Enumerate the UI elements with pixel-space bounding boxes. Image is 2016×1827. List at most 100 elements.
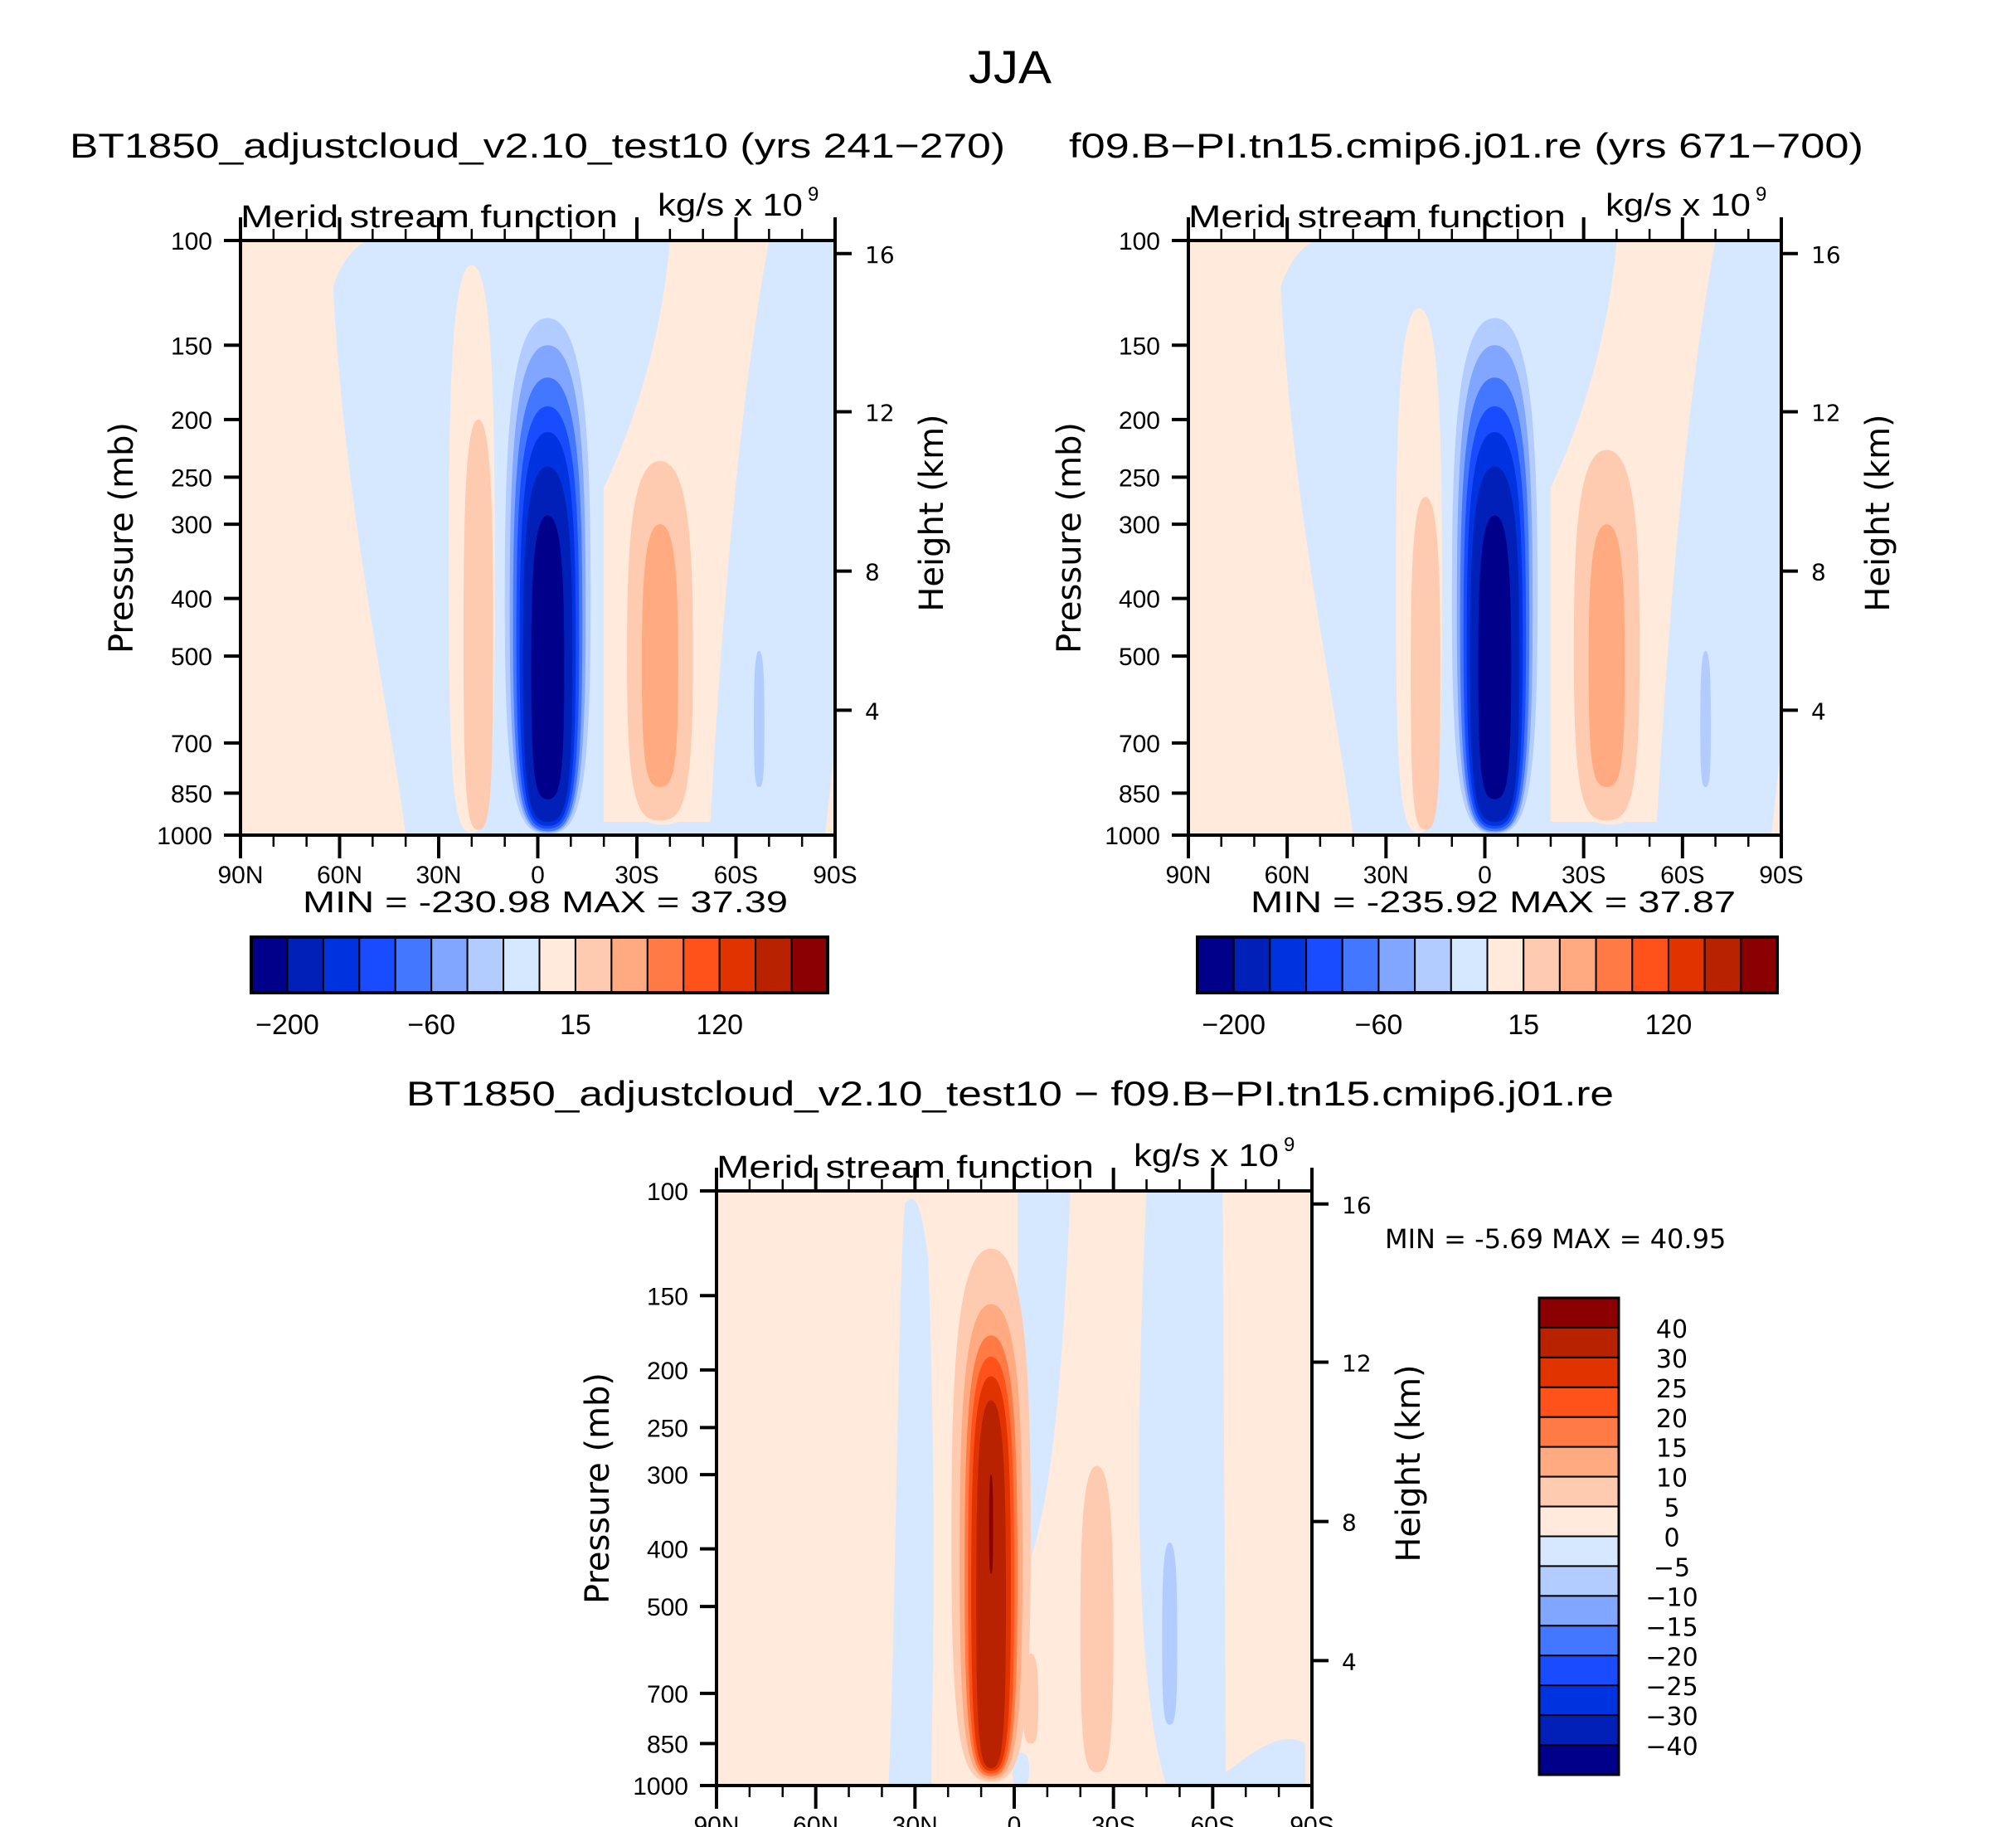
colorbar-swatch xyxy=(1341,936,1380,994)
colorbar-swatch xyxy=(538,936,576,994)
y-tick-label: 850 xyxy=(1119,780,1160,808)
colorbar-label: 15 xyxy=(1508,1009,1539,1041)
y-tick-label: 300 xyxy=(1119,512,1160,539)
y-tick-label: 150 xyxy=(1119,333,1160,360)
colorbar-frame xyxy=(1196,935,1779,994)
y-tick-label: 150 xyxy=(171,333,212,360)
contour-fill-neg-small xyxy=(754,650,765,787)
colorbar-frame xyxy=(1538,1296,1620,1776)
plot-units-exponent: 9 xyxy=(1284,1134,1295,1156)
y-axis-label: Pressure (mb) xyxy=(1051,422,1089,654)
contour-fill-neg-small xyxy=(1162,1542,1178,1725)
contour-fill-pos xyxy=(463,419,493,830)
colorbar: −200 −60 15 120 xyxy=(250,935,829,1041)
x-tick-label: 90S xyxy=(1290,1812,1333,1827)
x-tick-label: 60S xyxy=(1660,862,1704,889)
y-tick-label: 500 xyxy=(1119,644,1160,671)
y-right-tick-label: 8 xyxy=(1342,1509,1357,1537)
y-tick-label: 100 xyxy=(1119,228,1160,255)
colorbar-frame xyxy=(250,935,829,994)
x-tick-label: 0 xyxy=(531,862,545,889)
colorbar-label: 15 xyxy=(560,1009,591,1041)
x-tick-label: 60N xyxy=(317,862,362,889)
colorbar-swatch xyxy=(1631,936,1669,994)
colorbar-swatch xyxy=(683,936,721,994)
contour-field xyxy=(1188,241,1781,835)
min-max-stats: MIN = -5.69 MAX = 40.95 xyxy=(1385,1223,1726,1255)
plot-subtitle-left: Merid stream function xyxy=(240,200,618,235)
colorbar-label: 15 xyxy=(1656,1435,1688,1464)
figure-title: JJA xyxy=(969,41,1052,93)
colorbar-swatch xyxy=(1305,936,1343,994)
colorbar-label: −5 xyxy=(1654,1553,1690,1582)
y-tick-label: 1000 xyxy=(633,1773,688,1800)
y-axis-right-label: Height (km) xyxy=(913,414,951,611)
colorbar-swatch xyxy=(1523,936,1561,994)
contour-fill-neg-light xyxy=(1017,1191,1071,1580)
colorbar-swatch xyxy=(1538,1475,1620,1508)
contour-fill-pos-level-5 xyxy=(976,1400,1007,1769)
colorbar-swatch xyxy=(466,936,505,994)
contour-fill-pos-mid xyxy=(1588,524,1625,787)
colorbar-swatch xyxy=(790,936,828,994)
colorbar: −200 −60 15 120 xyxy=(1196,935,1779,1041)
colorbar-swatch xyxy=(574,936,613,994)
y-tick-label: 250 xyxy=(171,464,212,492)
y-tick-label: 850 xyxy=(647,1731,688,1758)
colorbar-label: 120 xyxy=(696,1009,743,1041)
colorbar-swatch xyxy=(503,936,541,994)
contour-field xyxy=(240,241,835,835)
plot-units: kg/s x 10 xyxy=(1606,188,1751,223)
min-max-text: MIN = -235.92 MAX = 37.87 xyxy=(1251,885,1736,919)
x-tick-label: 30N xyxy=(1363,862,1409,889)
contour-fill-pos-mid xyxy=(641,524,678,787)
y-right-tick-label: 4 xyxy=(1811,697,1826,725)
y-right-tick-label: 4 xyxy=(1342,1648,1357,1675)
y-tick-label: 850 xyxy=(171,780,212,808)
x-tick-label: 30S xyxy=(1562,862,1606,889)
colorbar-label: −200 xyxy=(1202,1009,1265,1041)
colorbar-label: 40 xyxy=(1656,1315,1688,1344)
colorbar-label: −10 xyxy=(1645,1583,1698,1612)
plot-subtitle-left: Merid stream function xyxy=(1188,200,1566,235)
colorbar-swatch xyxy=(610,936,649,994)
colorbar-swatch xyxy=(755,936,793,994)
y-tick-label: 1000 xyxy=(1105,823,1160,850)
colorbar-swatch xyxy=(1377,936,1416,994)
y-tick-label: 400 xyxy=(171,586,212,614)
y-axis-right-label: Height (km) xyxy=(1390,1364,1428,1562)
y-right-tick-label: 16 xyxy=(1811,241,1841,269)
x-tick-label: 30N xyxy=(415,862,461,889)
x-tick-label: 90N xyxy=(217,862,263,889)
colorbar-swatch xyxy=(1538,1655,1620,1687)
x-tick-label: 60S xyxy=(1191,1812,1235,1827)
panel-a: Merid stream function kg/s x 10 9 90N 60N 30N… xyxy=(103,183,951,1041)
colorbar-swatch xyxy=(430,936,469,994)
colorbar-swatch xyxy=(1538,1505,1620,1538)
contour-fill-neg-light xyxy=(1656,241,1781,835)
x-tick-label: 30N xyxy=(892,1812,938,1827)
x-tick-label: 0 xyxy=(1008,1812,1022,1827)
contour-fill-neg-level-7 xyxy=(531,515,565,799)
colorbar-label: −20 xyxy=(1645,1643,1698,1672)
x-tick-label: 90S xyxy=(1759,862,1803,889)
y-tick-label: 100 xyxy=(647,1178,688,1206)
y-tick-label: 500 xyxy=(647,1594,688,1621)
y-tick-label: 1000 xyxy=(157,823,212,850)
y-tick-label: 100 xyxy=(171,228,212,255)
colorbar-swatch xyxy=(1595,936,1634,994)
x-tick-label: 0 xyxy=(1478,862,1492,889)
min-max-stats: MIN = -235.92 MAX = 37.87 xyxy=(1251,885,1736,919)
y-right-tick-label: 16 xyxy=(865,241,895,269)
colorbar-label: 20 xyxy=(1656,1405,1688,1434)
plot-subtitle-left: Merid stream function xyxy=(717,1150,1094,1185)
colorbar-label: 5 xyxy=(1664,1494,1679,1523)
colorbar-swatch xyxy=(1538,1356,1620,1388)
colorbar-label: 25 xyxy=(1656,1375,1688,1404)
colorbar-swatch xyxy=(1538,1535,1620,1567)
colorbar-swatch xyxy=(1538,1416,1620,1448)
y-tick-label: 700 xyxy=(1119,731,1160,758)
contour-fill-neg-light xyxy=(888,1198,934,1786)
y-axis-label: Pressure (mb) xyxy=(103,422,141,654)
